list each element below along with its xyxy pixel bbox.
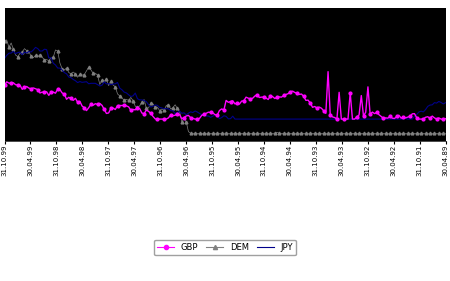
Legend: GBP, DEM, JPY: GBP, DEM, JPY (154, 239, 296, 255)
